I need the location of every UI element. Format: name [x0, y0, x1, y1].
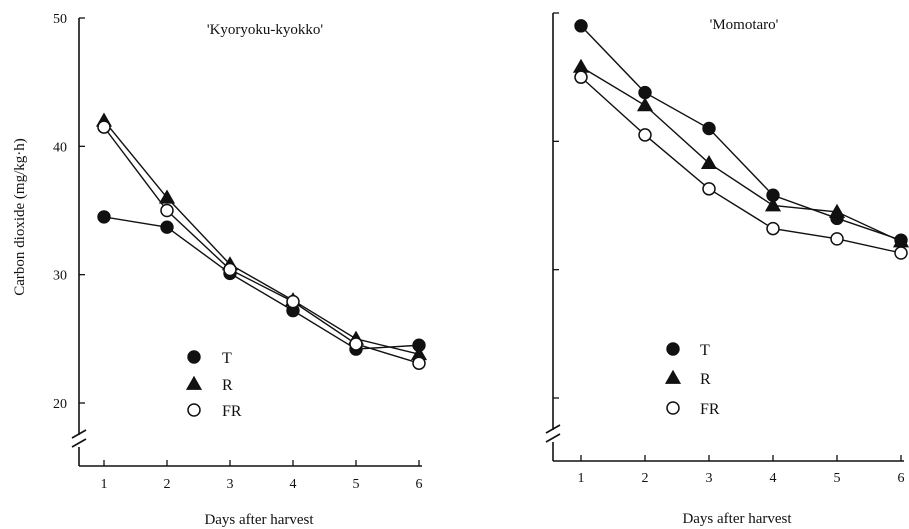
data-point-fr	[412, 356, 426, 370]
axis-break-mark	[71, 429, 87, 439]
x-tick-label: 3	[706, 471, 713, 486]
x-tick-label: 3	[227, 477, 234, 492]
data-point-r	[828, 203, 846, 218]
legend-label-t: T	[222, 350, 232, 367]
legend-marker-r	[185, 375, 203, 390]
data-point-fr	[97, 120, 111, 134]
legend-label-t: T	[700, 342, 710, 359]
data-point-fr	[349, 337, 363, 351]
data-point-t	[160, 220, 174, 234]
legend-marker-fr	[666, 401, 680, 415]
axis-break-mark	[71, 438, 87, 448]
legend-label-r: R	[222, 377, 233, 394]
series-line-fr	[580, 76, 902, 254]
series-line-r	[103, 120, 420, 355]
data-point-fr	[286, 294, 300, 309]
legend-marker-r	[664, 369, 682, 384]
series-line-t	[580, 25, 902, 241]
x-tick-label: 6	[898, 471, 905, 486]
y-tick-label: 30	[53, 269, 67, 284]
data-point-fr	[574, 70, 588, 84]
series-line-t	[103, 216, 420, 350]
data-point-t	[97, 210, 111, 224]
legend-marker-fr	[187, 403, 201, 417]
data-point-fr	[830, 232, 844, 246]
x-tick-label: 6	[416, 477, 423, 492]
axis-break-mark	[545, 424, 561, 434]
panel-title: 'Momotaro'	[710, 17, 779, 33]
data-point-r	[572, 58, 590, 73]
chart-panel-1: 20 30 40 50 1 2 3 4 5 6 Days after harvest Carbon d…	[12, 12, 428, 528]
x-tick-label: 4	[770, 471, 777, 486]
axis-break-mark	[545, 433, 561, 443]
data-point-r	[636, 97, 654, 112]
data-point-t	[638, 85, 652, 100]
data-point-t	[702, 121, 716, 136]
data-point-fr	[766, 221, 780, 236]
series-line-fr	[103, 126, 420, 364]
y-tick-label: 40	[53, 140, 67, 155]
x-tick-label: 1	[578, 471, 585, 486]
series-line-r	[580, 66, 902, 243]
y-tick-label: 50	[53, 12, 67, 27]
legend-label-r: R	[700, 371, 711, 388]
x-tick-label: 5	[353, 477, 360, 492]
x-axis-title: Days after harvest	[204, 512, 314, 528]
x-tick-label: 4	[290, 477, 297, 492]
data-point-r	[700, 154, 718, 170]
x-axis-title: Days after harvest	[682, 511, 792, 527]
data-point-fr	[223, 262, 237, 277]
legend-label-fr: FR	[700, 401, 720, 418]
y-axis-title: Carbon dioxide (mg/kg·h)	[12, 138, 28, 295]
data-point-fr	[160, 203, 174, 218]
x-tick-label: 2	[642, 471, 649, 486]
legend-label-fr: FR	[222, 403, 242, 420]
legend-marker-t	[187, 350, 201, 364]
chart-panel-2: 1 2 3 4 5 6 Days after harvest 'Momotaro' TR FR	[545, 12, 909, 527]
data-point-t	[574, 19, 588, 33]
legend-marker-t	[666, 342, 680, 356]
panel-title: 'Kyoryoku-kyokko'	[207, 22, 324, 38]
data-point-fr	[894, 246, 908, 260]
data-point-fr	[638, 128, 652, 142]
legend: TR FR	[185, 350, 242, 420]
data-point-r	[158, 189, 176, 204]
data-point-fr	[702, 182, 716, 196]
x-tick-label: 2	[164, 477, 171, 492]
legend: TR FR	[664, 342, 720, 418]
x-tick-label: 1	[101, 477, 108, 492]
x-tick-label: 5	[834, 471, 841, 486]
data-point-r	[764, 197, 782, 212]
y-tick-label: 20	[53, 397, 67, 412]
